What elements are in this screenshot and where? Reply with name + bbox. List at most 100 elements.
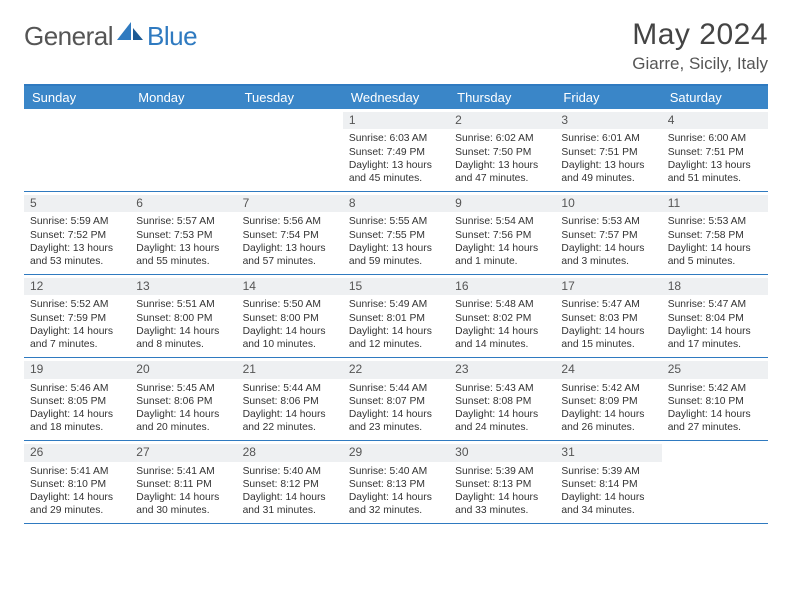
- day-number: 10: [555, 195, 661, 212]
- day-cell: 1Sunrise: 6:03 AMSunset: 7:49 PMDaylight…: [343, 109, 449, 191]
- sunrise-text: Sunrise: 6:01 AM: [561, 132, 655, 145]
- day-number: 4: [662, 112, 768, 129]
- sunrise-text: Sunrise: 5:53 AM: [561, 215, 655, 228]
- day-cell: 25Sunrise: 5:42 AMSunset: 8:10 PMDayligh…: [662, 358, 768, 440]
- day-cell: [237, 109, 343, 191]
- sunrise-text: Sunrise: 5:41 AM: [136, 465, 230, 478]
- daylight-text: Daylight: 14 hours and 22 minutes.: [243, 408, 337, 434]
- daylight-text: Daylight: 14 hours and 15 minutes.: [561, 325, 655, 351]
- daylight-text: Daylight: 14 hours and 34 minutes.: [561, 491, 655, 517]
- weekday-label: Sunday: [24, 86, 130, 109]
- daylight-text: Daylight: 14 hours and 3 minutes.: [561, 242, 655, 268]
- sunset-text: Sunset: 7:50 PM: [455, 146, 549, 159]
- week-row: 1Sunrise: 6:03 AMSunset: 7:49 PMDaylight…: [24, 109, 768, 192]
- sunrise-text: Sunrise: 5:43 AM: [455, 382, 549, 395]
- sunrise-text: Sunrise: 5:42 AM: [668, 382, 762, 395]
- day-cell: 7Sunrise: 5:56 AMSunset: 7:54 PMDaylight…: [237, 192, 343, 274]
- title-block: May 2024 Giarre, Sicily, Italy: [632, 18, 768, 74]
- weekday-label: Saturday: [662, 86, 768, 109]
- logo-sail-icon: [117, 18, 143, 49]
- sunset-text: Sunset: 7:49 PM: [349, 146, 443, 159]
- sunrise-text: Sunrise: 5:44 AM: [243, 382, 337, 395]
- weekday-header-row: SundayMondayTuesdayWednesdayThursdayFrid…: [24, 86, 768, 109]
- day-cell: 16Sunrise: 5:48 AMSunset: 8:02 PMDayligh…: [449, 275, 555, 357]
- sunset-text: Sunset: 7:59 PM: [30, 312, 124, 325]
- daylight-text: Daylight: 14 hours and 8 minutes.: [136, 325, 230, 351]
- brand-part1: General: [24, 21, 113, 52]
- day-cell: 6Sunrise: 5:57 AMSunset: 7:53 PMDaylight…: [130, 192, 236, 274]
- day-cell: 18Sunrise: 5:47 AMSunset: 8:04 PMDayligh…: [662, 275, 768, 357]
- sunrise-text: Sunrise: 5:49 AM: [349, 298, 443, 311]
- day-cell: 29 Sunrise: 5:40 AMSunset: 8:13 PMDayligh…: [343, 441, 449, 523]
- day-cell: [130, 109, 236, 191]
- day-cell: 13Sunrise: 5:51 AMSunset: 8:00 PMDayligh…: [130, 275, 236, 357]
- week-row: 26Sunrise: 5:41 AMSunset: 8:10 PMDayligh…: [24, 441, 768, 524]
- sunset-text: Sunset: 7:51 PM: [668, 146, 762, 159]
- daylight-text: Daylight: 14 hours and 20 minutes.: [136, 408, 230, 434]
- sunset-text: Sunset: 8:10 PM: [30, 478, 124, 491]
- day-number: [237, 112, 343, 129]
- daylight-text: Daylight: 14 hours and 23 minutes.: [349, 408, 443, 434]
- sunset-text: Sunset: 8:06 PM: [136, 395, 230, 408]
- day-number: [24, 112, 130, 129]
- sunrise-text: Sunrise: 5:52 AM: [30, 298, 124, 311]
- day-cell: 8Sunrise: 5:55 AMSunset: 7:55 PMDaylight…: [343, 192, 449, 274]
- week-row: 12Sunrise: 5:52 AMSunset: 7:59 PMDayligh…: [24, 275, 768, 358]
- daylight-text: Daylight: 14 hours and 14 minutes.: [455, 325, 549, 351]
- sunset-text: Sunset: 7:57 PM: [561, 229, 655, 242]
- day-number: 2: [449, 112, 555, 129]
- day-number: 26: [24, 444, 130, 461]
- sunrise-text: Sunrise: 5:42 AM: [561, 382, 655, 395]
- day-number: 29: [343, 444, 449, 461]
- day-number: 20: [130, 361, 236, 378]
- sunset-text: Sunset: 7:56 PM: [455, 229, 549, 242]
- location-label: Giarre, Sicily, Italy: [632, 54, 768, 74]
- sunrise-text: Sunrise: 5:55 AM: [349, 215, 443, 228]
- sunset-text: Sunset: 8:00 PM: [136, 312, 230, 325]
- day-number: 18: [662, 278, 768, 295]
- brand-logo: General Blue: [24, 18, 197, 55]
- day-cell: 22Sunrise: 5:44 AMSunset: 8:07 PMDayligh…: [343, 358, 449, 440]
- daylight-text: Daylight: 13 hours and 45 minutes.: [349, 159, 443, 185]
- day-cell: 23Sunrise: 5:43 AMSunset: 8:08 PMDayligh…: [449, 358, 555, 440]
- daylight-text: Daylight: 14 hours and 5 minutes.: [668, 242, 762, 268]
- daylight-text: Daylight: 14 hours and 24 minutes.: [455, 408, 549, 434]
- daylight-text: Daylight: 13 hours and 47 minutes.: [455, 159, 549, 185]
- day-number: 13: [130, 278, 236, 295]
- day-number: [130, 112, 236, 129]
- daylight-text: Daylight: 13 hours and 57 minutes.: [243, 242, 337, 268]
- sunset-text: Sunset: 8:04 PM: [668, 312, 762, 325]
- day-number: 3: [555, 112, 661, 129]
- sunset-text: Sunset: 8:00 PM: [243, 312, 337, 325]
- daylight-text: Daylight: 14 hours and 27 minutes.: [668, 408, 762, 434]
- daylight-text: Daylight: 13 hours and 51 minutes.: [668, 159, 762, 185]
- sunrise-text: Sunrise: 5:40 AM: [349, 465, 443, 478]
- day-number: 24: [555, 361, 661, 378]
- day-cell: [24, 109, 130, 191]
- day-cell: 15Sunrise: 5:49 AMSunset: 8:01 PMDayligh…: [343, 275, 449, 357]
- day-cell: 31Sunrise: 5:39 AMSunset: 8:14 PMDayligh…: [555, 441, 661, 523]
- brand-part2: Blue: [147, 21, 197, 52]
- day-cell: 21Sunrise: 5:44 AMSunset: 8:06 PMDayligh…: [237, 358, 343, 440]
- daylight-text: Daylight: 14 hours and 10 minutes.: [243, 325, 337, 351]
- sunrise-text: Sunrise: 5:40 AM: [243, 465, 337, 478]
- sunset-text: Sunset: 8:10 PM: [668, 395, 762, 408]
- daylight-text: Daylight: 13 hours and 49 minutes.: [561, 159, 655, 185]
- day-cell: 19Sunrise: 5:46 AMSunset: 8:05 PMDayligh…: [24, 358, 130, 440]
- day-number: 15: [343, 278, 449, 295]
- day-cell: 2 Sunrise: 6:02 AMSunset: 7:50 PMDaylight…: [449, 109, 555, 191]
- daylight-text: Daylight: 14 hours and 32 minutes.: [349, 491, 443, 517]
- sunrise-text: Sunrise: 6:02 AM: [455, 132, 549, 145]
- sunset-text: Sunset: 8:13 PM: [349, 478, 443, 491]
- sunrise-text: Sunrise: 5:41 AM: [30, 465, 124, 478]
- day-cell: 11Sunrise: 5:53 AMSunset: 7:58 PMDayligh…: [662, 192, 768, 274]
- sunset-text: Sunset: 8:05 PM: [30, 395, 124, 408]
- sunset-text: Sunset: 7:52 PM: [30, 229, 124, 242]
- daylight-text: Daylight: 13 hours and 55 minutes.: [136, 242, 230, 268]
- daylight-text: Daylight: 14 hours and 31 minutes.: [243, 491, 337, 517]
- sunset-text: Sunset: 7:54 PM: [243, 229, 337, 242]
- day-number: 6: [130, 195, 236, 212]
- day-cell: 12Sunrise: 5:52 AMSunset: 7:59 PMDayligh…: [24, 275, 130, 357]
- day-number: 23: [449, 361, 555, 378]
- weeks-container: 1Sunrise: 6:03 AMSunset: 7:49 PMDaylight…: [24, 109, 768, 524]
